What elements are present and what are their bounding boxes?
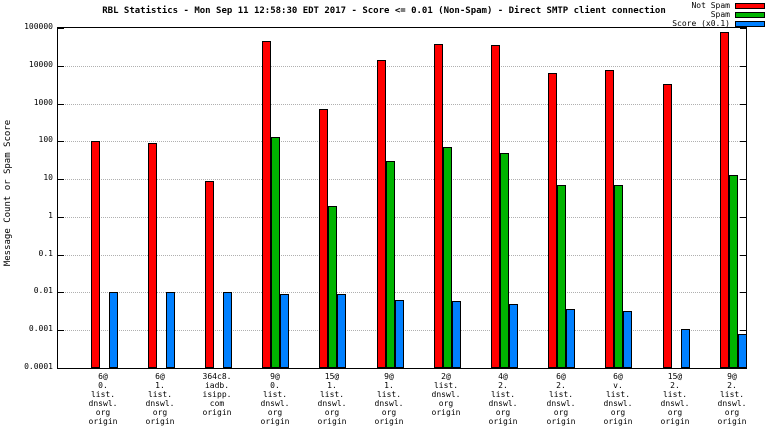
axis-tick bbox=[58, 292, 64, 293]
bar-not-spam-6 bbox=[434, 44, 443, 368]
bar-not-spam-0 bbox=[91, 141, 100, 368]
y-tick-label: 0.01 bbox=[33, 286, 53, 295]
bar-score-x0-1-5 bbox=[395, 300, 404, 368]
bar-score-x0-1-9 bbox=[623, 311, 632, 368]
y-tick-label: 10000 bbox=[28, 60, 53, 69]
x-category-label: 6@ 1. list. dnswl. org origin bbox=[145, 372, 175, 426]
axis-tick bbox=[740, 141, 746, 142]
x-category-label: 9@ 0. list. dnswl. org origin bbox=[260, 372, 290, 426]
x-axis-labels: 6@ 0. list. dnswl. org origin 6@ 1. list.… bbox=[57, 369, 747, 429]
legend-row: Spam bbox=[672, 10, 765, 19]
axis-tick bbox=[740, 217, 746, 218]
legend-label: Score (x0.1) bbox=[672, 19, 730, 28]
y-tick-label: 1 bbox=[48, 211, 53, 220]
legend-row: Not Spam bbox=[672, 1, 765, 10]
axis-tick bbox=[58, 179, 64, 180]
legend-label: Not Spam bbox=[691, 1, 730, 10]
axis-tick bbox=[740, 255, 746, 256]
gridline bbox=[58, 104, 746, 105]
bar-score-x0-1-10 bbox=[681, 329, 690, 368]
x-category-label: 15@ 1. list. dnswl. org origin bbox=[317, 372, 347, 426]
axis-tick bbox=[740, 368, 746, 369]
legend-swatch bbox=[735, 11, 765, 18]
bar-score-x0-1-7 bbox=[509, 304, 518, 368]
axis-tick bbox=[740, 292, 746, 293]
bar-not-spam-11 bbox=[720, 32, 729, 368]
gridline bbox=[58, 217, 746, 218]
axis-tick bbox=[58, 28, 64, 29]
gridline bbox=[58, 179, 746, 180]
x-category-label: 6@ 2. list. dnswl. org origin bbox=[546, 372, 576, 426]
y-tick-label: 100 bbox=[38, 135, 53, 144]
y-tick-label: 1000 bbox=[33, 98, 53, 107]
axis-tick bbox=[740, 330, 746, 331]
x-category-label: 364c8. iadb. isipp. com origin bbox=[202, 372, 232, 417]
legend-swatch bbox=[735, 20, 765, 27]
gridline bbox=[58, 141, 746, 142]
bar-not-spam-9 bbox=[605, 70, 614, 368]
y-tick-label: 100000 bbox=[24, 22, 53, 31]
bar-not-spam-5 bbox=[377, 60, 386, 368]
x-category-label: 4@ 2. list. dnswl. org origin bbox=[488, 372, 518, 426]
x-category-label: 6@ v. list. dnswl. org origin bbox=[603, 372, 633, 426]
bar-spam-9 bbox=[614, 185, 623, 368]
axis-tick bbox=[58, 330, 64, 331]
gridline bbox=[58, 292, 746, 293]
axis-tick bbox=[740, 104, 746, 105]
y-tick-label: 0.0001 bbox=[24, 362, 53, 371]
axis-tick bbox=[58, 368, 64, 369]
bar-score-x0-1-0 bbox=[109, 292, 118, 368]
y-tick-label: 0.001 bbox=[28, 324, 53, 333]
x-category-label: 9@ 2. list. dnswl. org origin bbox=[717, 372, 747, 426]
y-tick-label: 10 bbox=[43, 173, 53, 182]
legend-label: Spam bbox=[710, 10, 730, 19]
axis-tick bbox=[58, 104, 64, 105]
bar-spam-4 bbox=[328, 206, 337, 368]
gridline bbox=[58, 255, 746, 256]
chart-title: RBL Statistics - Mon Sep 11 12:58:30 EDT… bbox=[102, 6, 666, 16]
bar-score-x0-1-3 bbox=[280, 294, 289, 368]
bar-not-spam-3 bbox=[262, 41, 271, 368]
bar-spam-6 bbox=[443, 147, 452, 368]
bar-score-x0-1-11 bbox=[738, 334, 747, 368]
bar-score-x0-1-4 bbox=[337, 294, 346, 368]
bar-not-spam-2 bbox=[205, 181, 214, 368]
bar-score-x0-1-8 bbox=[566, 309, 575, 368]
y-tick-label: 0.1 bbox=[38, 249, 53, 258]
x-category-label: 9@ 1. list. dnswl. org origin bbox=[374, 372, 404, 426]
legend-row: Score (x0.1) bbox=[672, 19, 765, 28]
axis-tick bbox=[58, 141, 64, 142]
x-category-label: 15@ 2. list. dnswl. org origin bbox=[660, 372, 690, 426]
bar-spam-8 bbox=[557, 185, 566, 368]
bar-spam-11 bbox=[729, 175, 738, 368]
x-category-label: 2@ list. dnswl. org origin bbox=[431, 372, 461, 417]
plot-area bbox=[57, 27, 747, 369]
axis-tick bbox=[740, 179, 746, 180]
legend: Not Spam Spam Score (x0.1) bbox=[672, 1, 765, 28]
bar-not-spam-8 bbox=[548, 73, 557, 368]
bar-spam-7 bbox=[500, 153, 509, 368]
bar-spam-5 bbox=[386, 161, 395, 368]
axis-tick bbox=[740, 28, 746, 29]
x-category-label: 6@ 0. list. dnswl. org origin bbox=[88, 372, 118, 426]
bar-not-spam-1 bbox=[148, 143, 157, 368]
y-axis-ticks: 100000 10000 1000 100 10 1 0.1 0.01 0.001 0.0001 bbox=[0, 23, 53, 371]
axis-tick bbox=[58, 217, 64, 218]
bar-not-spam-10 bbox=[663, 84, 672, 368]
axis-tick bbox=[740, 66, 746, 67]
legend-swatch bbox=[735, 2, 765, 9]
bar-score-x0-1-1 bbox=[166, 292, 175, 368]
axis-tick bbox=[58, 66, 64, 67]
gridline bbox=[58, 66, 746, 67]
bar-score-x0-1-2 bbox=[223, 292, 232, 368]
bar-score-x0-1-6 bbox=[452, 301, 461, 368]
axis-tick bbox=[58, 255, 64, 256]
bar-not-spam-7 bbox=[491, 45, 500, 368]
bar-spam-3 bbox=[271, 137, 280, 368]
bar-not-spam-4 bbox=[319, 109, 328, 368]
